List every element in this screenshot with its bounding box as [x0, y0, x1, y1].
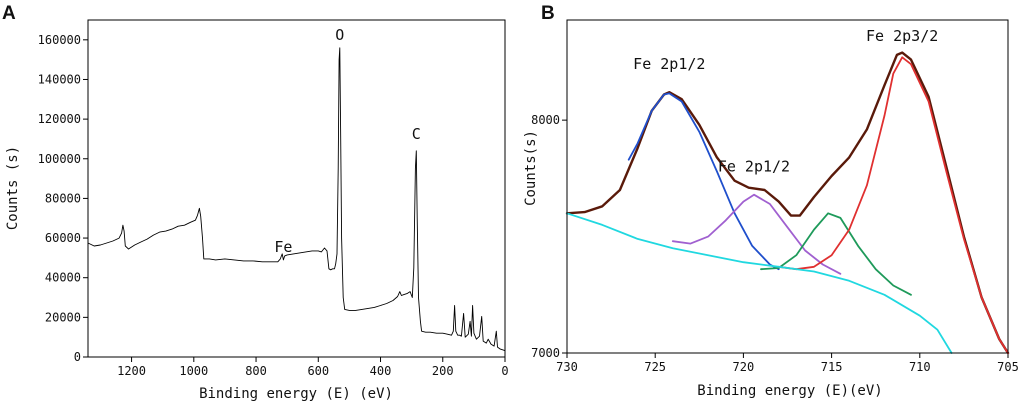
panel-a-x-tick-label: 600: [307, 364, 329, 378]
panel-a-x-tick-label: 1200: [117, 364, 146, 378]
panel-a-annotations: O C Fe: [274, 26, 420, 256]
panel-a-annotation-2: C: [412, 125, 421, 143]
panel-a-series: [87, 47, 506, 352]
panel-b-x-tick-label: 720: [733, 360, 755, 374]
panel-b-series-line-3: [671, 193, 842, 275]
panel-a-annotation-1: O: [335, 26, 344, 44]
panel-a-x-tick-label: 800: [245, 364, 267, 378]
panel-a-plot-frame: [87, 19, 506, 358]
panel-a-ticks: 1200 1000 800 600 400 200 00200004000060000800…: [38, 33, 509, 378]
panel-a-y-tick-label: 60000: [45, 231, 81, 245]
panel-b-annotation-2: Fe 2p1/2: [718, 157, 790, 175]
panel-a-y-tick-label: 160000: [38, 33, 81, 47]
panel-a: A 1200 1000 800 600 400 200 002000040000600008…: [2, 3, 509, 402]
panel-b-series-line-5: [777, 56, 1009, 354]
panel-a-x-tick-label: 0: [501, 364, 508, 378]
panel-b-y-tick-label: 8000: [531, 113, 560, 127]
panel-b-annotations: Fe 2p1/2 Fe 2p1/2 Fe 2p3/2: [633, 27, 938, 175]
panel-a-series-line-1: [87, 47, 506, 352]
panel-b-y-axis-label: Counts(s): [523, 130, 539, 206]
panel-b-series-line-4: [760, 212, 912, 296]
panel-a-y-tick-label: 0: [74, 350, 81, 364]
panel-a-y-tick-label: 100000: [38, 152, 81, 166]
panel-a-x-tick-label: 400: [370, 364, 392, 378]
panel-b-series-line-2: [627, 92, 780, 271]
panel-b-letter: B: [541, 3, 555, 24]
panel-a-x-axis-label: Binding energy (E) (eV): [199, 386, 393, 402]
panel-a-y-tick-label: 40000: [45, 271, 81, 285]
panel-b-x-tick-label: 730: [556, 360, 578, 374]
panel-a-y-tick-label: 120000: [38, 112, 81, 126]
panel-a-y-tick-label: 140000: [38, 72, 81, 86]
panel-b-x-tick-label: 705: [997, 360, 1019, 374]
panel-b-ticks: 730 725 720 715 710 705 7000 8000: [531, 113, 1019, 374]
panel-b-x-axis-label: Binding energy (E)(eV): [697, 383, 882, 399]
panel-b-annotation-1: Fe 2p1/2: [633, 55, 705, 73]
panel-a-x-tick-label: 1000: [179, 364, 208, 378]
panel-b-annotation-3: Fe 2p3/2: [866, 27, 938, 45]
panel-a-y-axis-label: Counts (s): [5, 146, 21, 230]
panel-b-x-tick-label: 710: [909, 360, 931, 374]
panel-b-x-tick-label: 715: [821, 360, 843, 374]
panel-a-y-tick-label: 80000: [45, 191, 81, 205]
panel-a-y-tick-label: 20000: [45, 310, 81, 324]
panel-b-series-line-1: [565, 51, 1010, 355]
panel-b-y-tick-label: 7000: [531, 346, 560, 360]
panel-a-x-tick-label: 200: [432, 364, 454, 378]
panel-b-series-line-6: [566, 212, 953, 354]
panel-b-x-tick-label: 725: [644, 360, 666, 374]
panel-b-series: [565, 51, 1010, 355]
panel-a-annotation-3: Fe: [274, 238, 292, 256]
panel-b-plot-frame: [566, 19, 1009, 354]
panel-a-letter: A: [2, 3, 16, 24]
